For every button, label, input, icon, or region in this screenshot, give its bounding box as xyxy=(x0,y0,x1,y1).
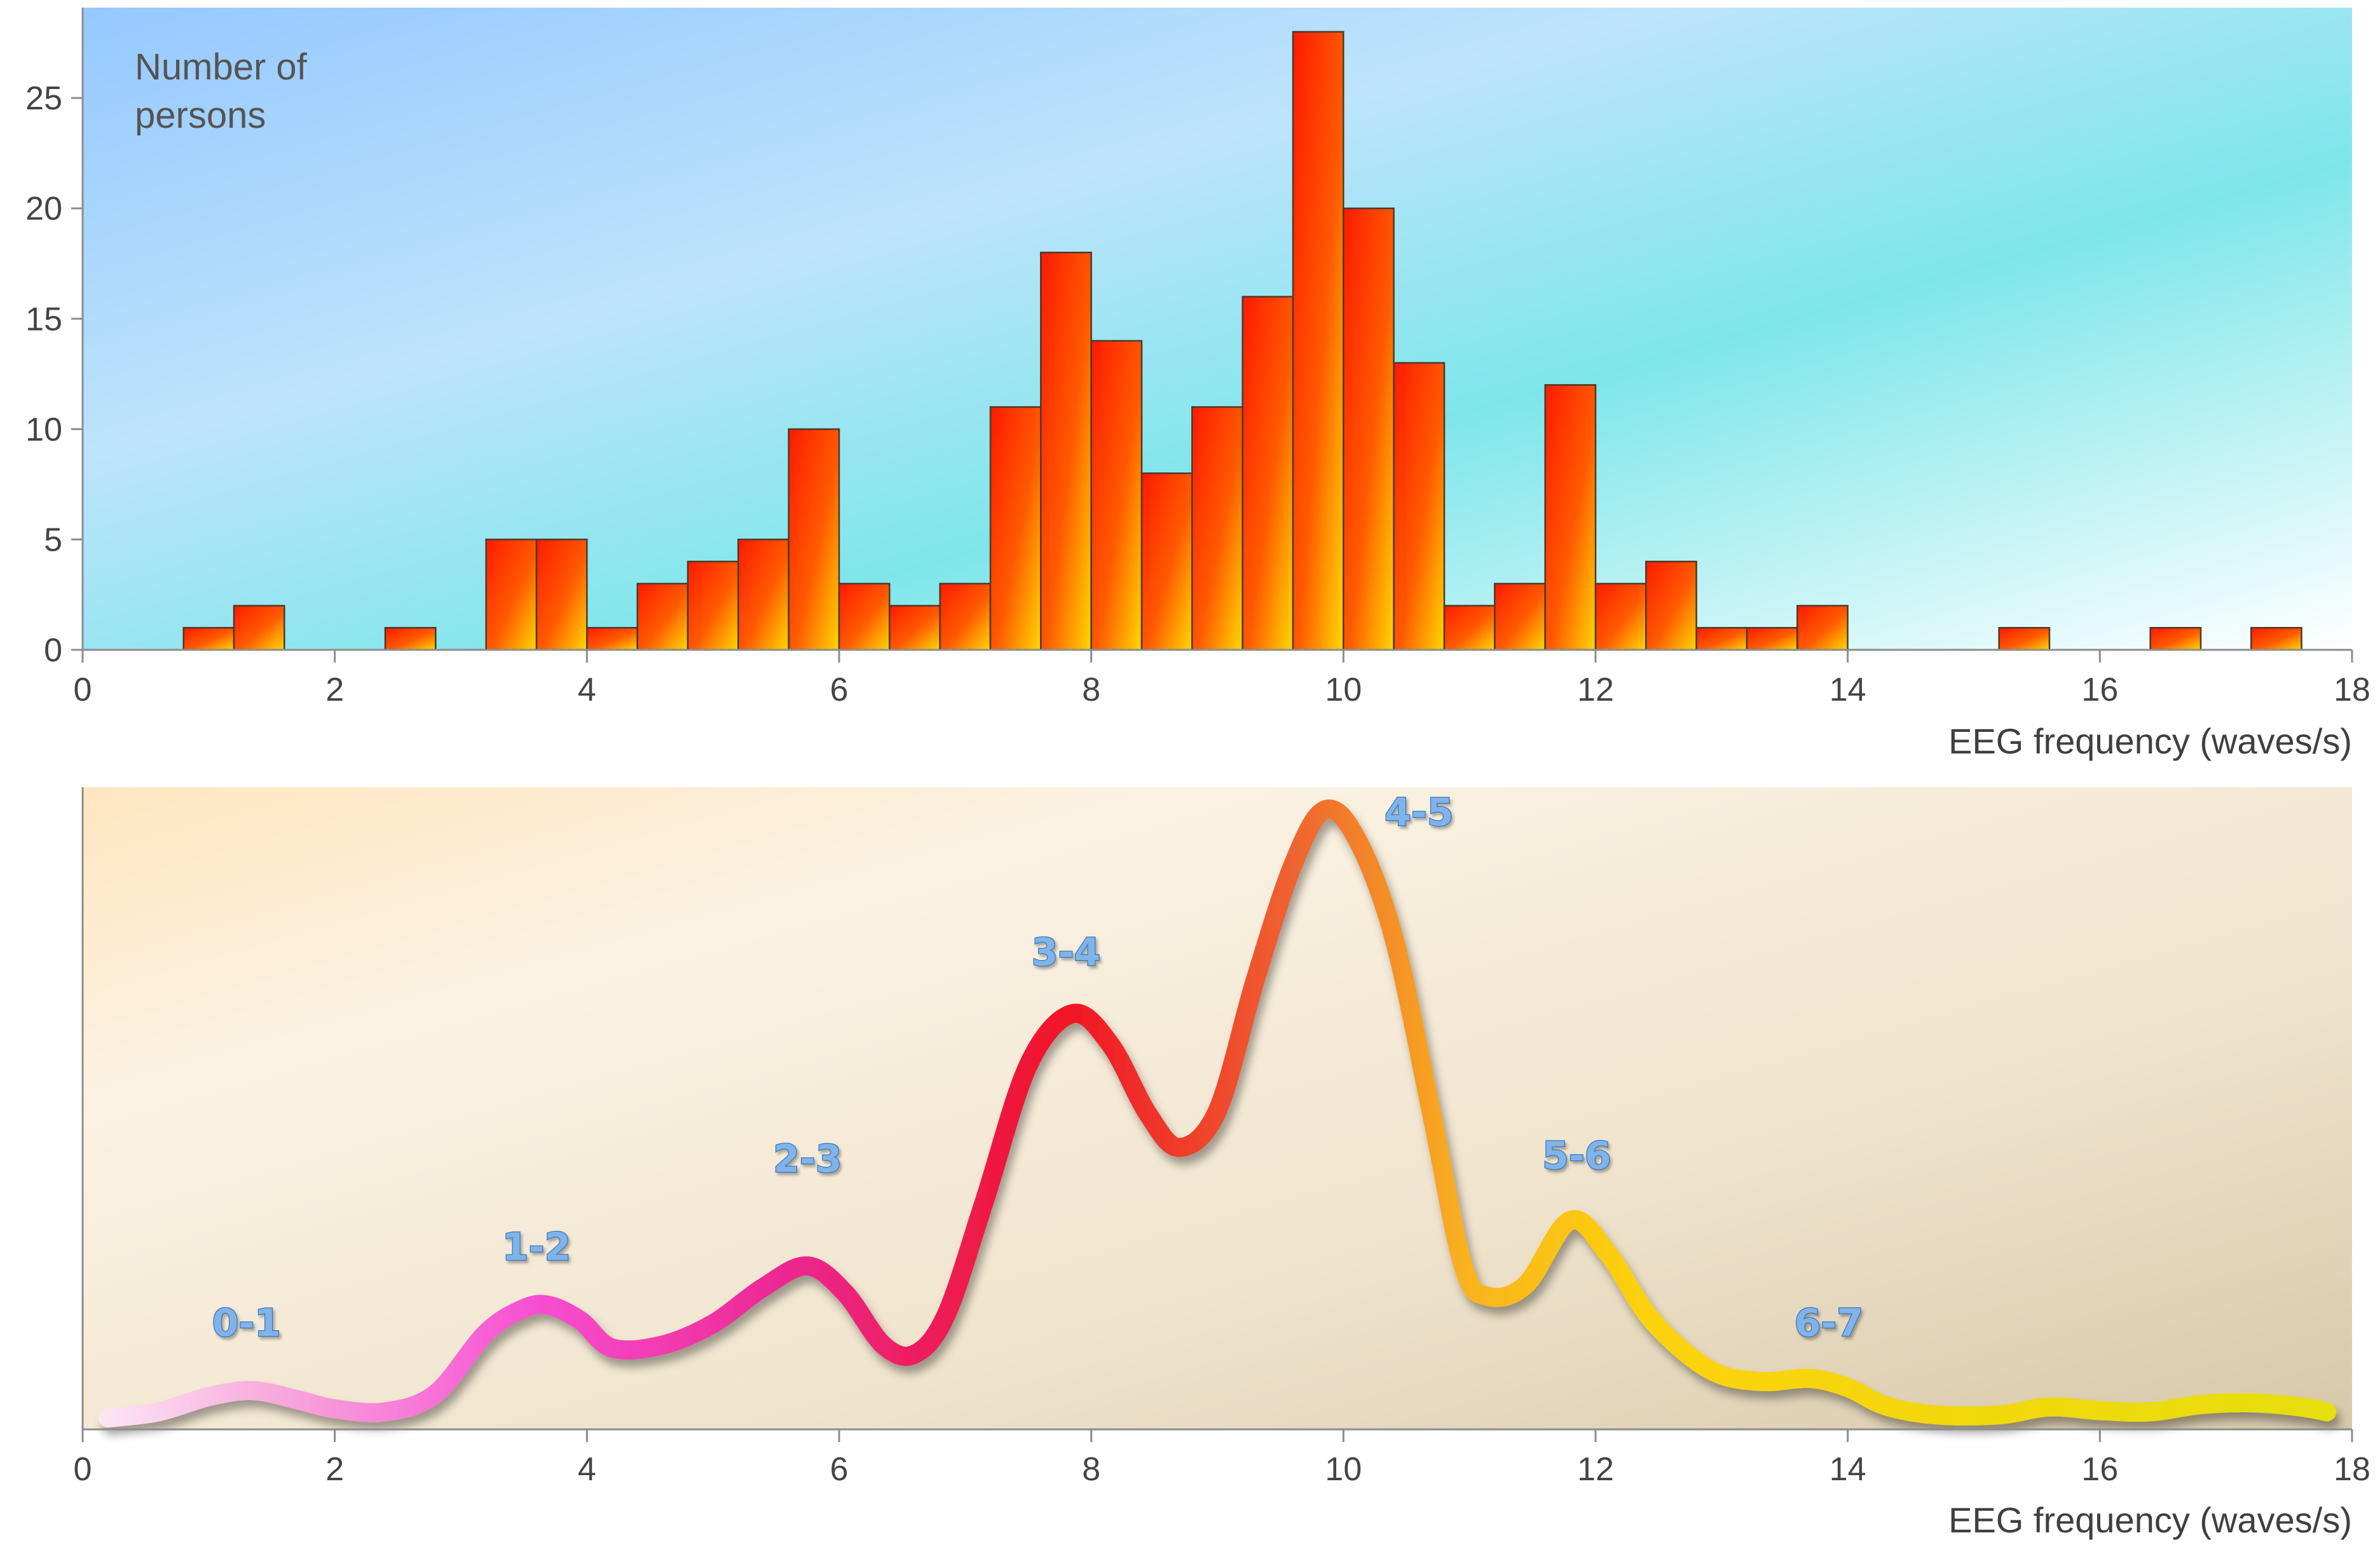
histogram-bar xyxy=(1040,251,1092,651)
histogram-bar xyxy=(687,560,739,651)
density-x-tick-label: 10 xyxy=(1325,1451,1362,1488)
density-x-ticks: 0 2 4 6 8 10 12 14 16 18 xyxy=(74,1429,2370,1488)
histogram-bar xyxy=(1343,207,1395,651)
histogram-bar xyxy=(1645,560,1697,651)
histogram-x-tick-label: 2 xyxy=(325,671,344,708)
histogram-bar xyxy=(1695,627,1748,651)
histogram-bar xyxy=(1796,605,1849,651)
histogram-x-tick-label: 12 xyxy=(1577,671,1614,708)
histogram-y-tick-label: 25 xyxy=(25,80,62,117)
density-x-tick-label: 8 xyxy=(1082,1451,1100,1488)
histogram-bar xyxy=(2149,627,2202,651)
peak-label: 0-1 xyxy=(212,1301,281,1345)
histogram-x-tick-label: 14 xyxy=(1829,671,1866,708)
peak-label: 6-7 xyxy=(1795,1301,1863,1345)
histogram-x-tick-label: 8 xyxy=(1082,671,1100,708)
ylabel-line-2: persons xyxy=(135,95,266,136)
peak-label: 1-2 xyxy=(502,1225,571,1269)
histogram-x-tick-label: 10 xyxy=(1325,671,1362,708)
histogram-ylabel: Number of persons xyxy=(135,46,317,136)
histogram-bar xyxy=(1191,406,1243,651)
density-x-tick-label: 16 xyxy=(2081,1451,2118,1488)
peak-label: 2-3 xyxy=(773,1137,842,1181)
histogram-xlabel: EEG frequency (waves/s) xyxy=(1948,721,2352,761)
peak-label: 3-4 xyxy=(1032,930,1100,975)
histogram-bar xyxy=(1443,605,1496,651)
histogram-x-tick-label: 0 xyxy=(74,671,92,708)
histogram-bar xyxy=(1594,582,1647,651)
peak-label: 5-6 xyxy=(1542,1134,1611,1178)
histogram-bar xyxy=(1494,582,1546,651)
histogram-chart: 0 2 4 6 8 10 12 14 16 18 0 5 10 15 20 25 Number of per… xyxy=(25,8,2370,761)
histogram-y-tick-label: 20 xyxy=(25,191,62,228)
histogram-bar xyxy=(384,627,437,651)
peak-label: 4-5 xyxy=(1385,790,1453,835)
histogram-y-tick-label: 5 xyxy=(44,521,62,558)
histogram-bar xyxy=(636,582,689,651)
histogram-x-tick-label: 18 xyxy=(2334,671,2370,708)
histogram-bar xyxy=(737,539,790,651)
histogram-bar xyxy=(2250,627,2302,651)
histogram-bar xyxy=(1393,362,1446,651)
histogram-y-tick-label: 10 xyxy=(25,411,62,448)
histogram-bar xyxy=(586,627,638,651)
histogram-bar xyxy=(233,605,285,651)
histogram-bar xyxy=(838,582,891,651)
histogram-x-tick-label: 6 xyxy=(830,671,849,708)
density-x-tick-label: 18 xyxy=(2334,1451,2370,1488)
peak-labels: 0-1 1-2 2-3 3-4 4-5 5-6 6-7 xyxy=(211,790,1864,1346)
histogram-x-tick-label: 4 xyxy=(578,671,596,708)
density-curve xyxy=(98,799,2337,1427)
histogram-bars xyxy=(182,31,2302,651)
histogram-bar xyxy=(535,539,588,651)
histogram-x-ticks: 0 2 4 6 8 10 12 14 16 18 xyxy=(74,650,2370,708)
histogram-bar xyxy=(1292,31,1344,651)
histogram-bar xyxy=(989,406,1042,651)
density-x-tick-label: 14 xyxy=(1829,1451,1866,1488)
histogram-bar xyxy=(182,627,235,651)
density-xlabel: EEG frequency (waves/s) xyxy=(1948,1500,2352,1540)
ylabel-line-1: Number of xyxy=(135,46,308,88)
histogram-x-tick-label: 16 xyxy=(2081,671,2118,708)
density-x-tick-label: 12 xyxy=(1577,1451,1614,1488)
density-x-tick-label: 6 xyxy=(830,1451,849,1488)
histogram-bar xyxy=(889,605,941,651)
histogram-bar xyxy=(1090,340,1143,651)
density-chart: 0 2 4 6 8 10 12 14 16 18 0-1 1-2 2-3 3-4 4-5 5-6 6-7 EE… xyxy=(74,787,2370,1540)
histogram-bar xyxy=(1998,627,2051,651)
density-x-tick-label: 2 xyxy=(325,1451,344,1488)
density-x-tick-label: 4 xyxy=(578,1451,596,1488)
histogram-bar xyxy=(1140,472,1193,651)
histogram-bar xyxy=(485,539,538,651)
histogram-bar xyxy=(1544,384,1597,651)
histogram-bar xyxy=(1241,296,1294,651)
histogram-y-tick-label: 15 xyxy=(25,301,62,338)
histogram-bar xyxy=(1746,627,1798,651)
histogram-bar xyxy=(939,582,992,651)
histogram-y-ticks: 0 5 10 15 20 25 xyxy=(25,80,83,669)
histogram-bar xyxy=(788,428,840,651)
density-x-tick-label: 0 xyxy=(74,1451,92,1488)
histogram-y-tick-label: 0 xyxy=(44,632,62,669)
